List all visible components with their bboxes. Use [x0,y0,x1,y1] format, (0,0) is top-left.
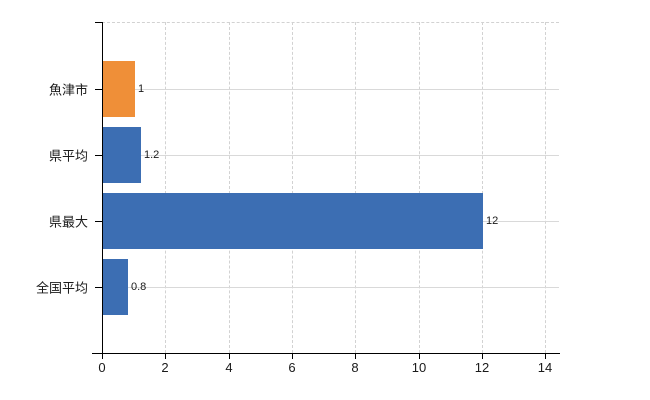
bar-value-label: 0.8 [131,281,147,293]
x-tick-label-12: 12 [474,360,490,375]
category-label-0: 魚津市 [48,82,88,98]
category-label-2: 県最大 [48,214,88,230]
y-axis-tick [95,89,102,90]
bar-1 [103,127,141,183]
x-axis-tick [229,354,230,359]
x-tick-label-2: 2 [161,360,169,375]
category-gridline [102,89,559,90]
bar-value-label: 1 [138,83,145,95]
category-gridline [102,155,559,156]
x-axis-tick [165,354,166,359]
x-tick-label-8: 8 [351,360,359,375]
y-axis-line [102,22,103,358]
x-tick-label-0: 0 [98,360,106,375]
x-axis-tick [545,354,546,359]
y-axis-tick [95,287,102,288]
bar-3 [103,259,128,315]
bar-value-label: 12 [486,215,499,227]
bar-0 [103,61,135,117]
x-gridline [482,22,483,353]
x-gridline [355,22,356,353]
bar-value-label: 1.2 [144,149,160,161]
x-tick-label-4: 4 [225,360,233,375]
y-axis-tick [95,155,102,156]
x-axis-line [92,353,560,354]
y-axis-top-tick [95,22,102,23]
x-gridline [165,22,166,353]
category-gridline [102,287,559,288]
x-tick-label-14: 14 [537,360,553,375]
category-label-1: 県平均 [48,148,88,164]
bar-2 [103,193,483,249]
x-gridline [229,22,230,353]
x-axis-tick [419,354,420,359]
x-axis-tick [482,354,483,359]
x-tick-label-10: 10 [411,360,427,375]
y-axis-tick [95,221,102,222]
x-axis-tick [292,354,293,359]
x-gridline [419,22,420,353]
x-gridline [545,22,546,353]
category-label-3: 全国平均 [35,280,88,296]
x-axis-tick [355,354,356,359]
x-tick-label-6: 6 [288,360,296,375]
x-axis-tick [102,354,103,359]
plot-top-border [102,22,559,23]
x-gridline [292,22,293,353]
